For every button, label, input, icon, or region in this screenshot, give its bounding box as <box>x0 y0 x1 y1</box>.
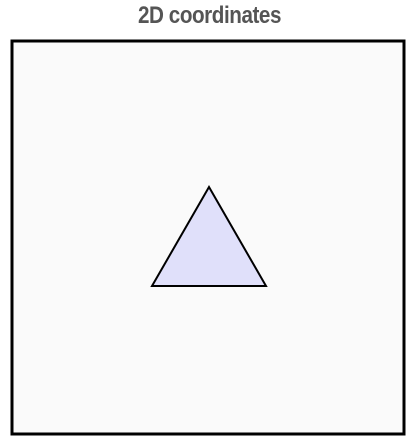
triangle-shape <box>150 184 268 287</box>
diagram-title: 2D coordinates <box>137 2 282 29</box>
